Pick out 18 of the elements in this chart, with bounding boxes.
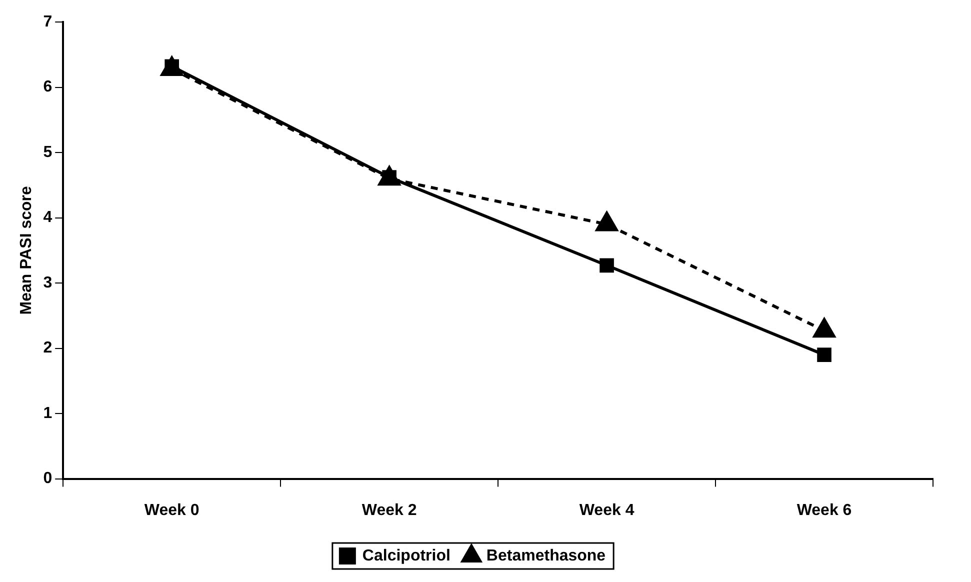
y-tick-label: 2 — [43, 340, 52, 357]
y-tick-label: 1 — [43, 404, 52, 422]
point — [817, 348, 832, 362]
y-axis-title: Mean PASI score — [18, 186, 36, 315]
y-tick-label: 5 — [43, 144, 52, 161]
point — [600, 258, 614, 273]
y-tick-label: 4 — [43, 209, 52, 226]
x-tick-label: Week 4 — [579, 502, 634, 519]
y-tick-label: 3 — [43, 274, 52, 292]
y-tick-label: 7 — [43, 13, 52, 30]
y-tick-label: 0 — [43, 470, 52, 488]
x-tick-label: Week 0 — [144, 502, 200, 519]
legend-label: Calcipotriol — [362, 547, 450, 564]
point — [596, 212, 618, 232]
y-tick-label: 6 — [43, 78, 52, 96]
x-tick-label: Week 6 — [796, 502, 852, 519]
x-tick-label: Week 2 — [362, 502, 417, 519]
legend-label: Betamethasone — [486, 547, 606, 564]
